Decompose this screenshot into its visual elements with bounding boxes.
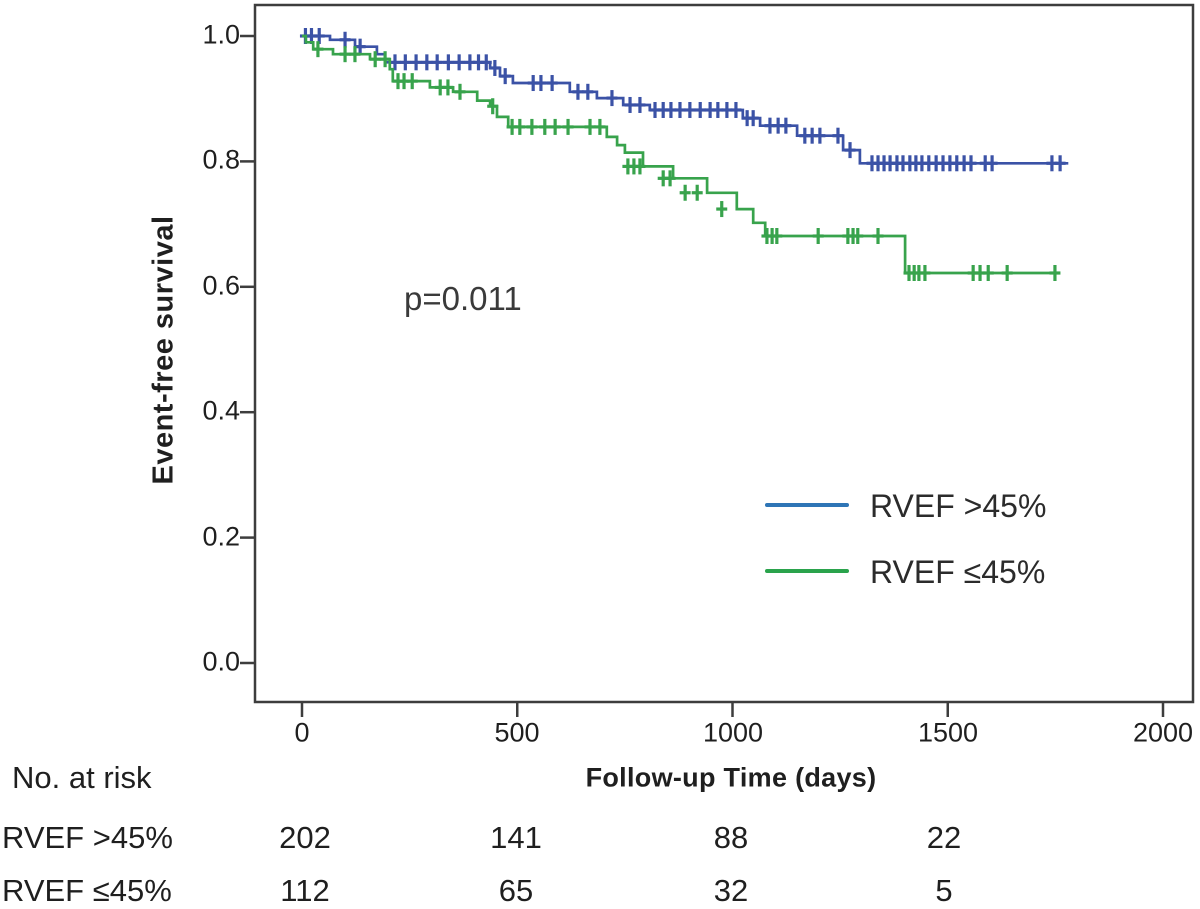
y-tick-label-0.6: 0.6 xyxy=(202,270,240,301)
x-tick-label-500: 500 xyxy=(494,717,540,748)
x-tick-label-2000: 2000 xyxy=(1132,717,1194,748)
p-value-annotation: p=0.011 xyxy=(404,280,522,317)
risk-count: 22 xyxy=(926,820,962,855)
x-axis-title: Follow-up Time (days) xyxy=(585,762,877,793)
y-axis-title: Event-free survival xyxy=(147,215,180,485)
risk-row-label-rvef-le45: RVEF ≤45% xyxy=(2,873,172,908)
legend-label-rvef-le45: RVEF ≤45% xyxy=(870,553,1046,590)
y-tick-label-1.0: 1.0 xyxy=(202,19,240,50)
y-tick-label-0.2: 0.2 xyxy=(202,521,240,552)
legend-label-rvef-gt45: RVEF >45% xyxy=(870,487,1047,524)
x-tick-label-1500: 1500 xyxy=(917,717,979,748)
plot-frame xyxy=(253,3,1195,704)
risk-count: 32 xyxy=(713,873,749,908)
x-tick-label-1000: 1000 xyxy=(702,717,764,748)
risk-count: 88 xyxy=(713,820,749,855)
risk-count: 65 xyxy=(498,873,534,908)
x-tick-label-0: 0 xyxy=(294,717,310,748)
legend-line-rvef-le45 xyxy=(765,569,849,573)
risk-count: 5 xyxy=(935,873,953,908)
risk-count: 112 xyxy=(280,873,330,908)
risk-count: 202 xyxy=(279,820,331,855)
survival-curve-rvef-le45 xyxy=(302,34,1059,275)
risk-count: 141 xyxy=(490,820,542,855)
legend-line-rvef-gt45 xyxy=(765,503,849,507)
y-tick-label-0.8: 0.8 xyxy=(202,144,240,175)
risk-table-header: No. at risk xyxy=(12,760,152,795)
y-tick-label-0.0: 0.0 xyxy=(202,646,240,677)
risk-row-label-rvef-gt45: RVEF >45% xyxy=(2,820,173,855)
y-tick-label-0.4: 0.4 xyxy=(202,395,240,426)
